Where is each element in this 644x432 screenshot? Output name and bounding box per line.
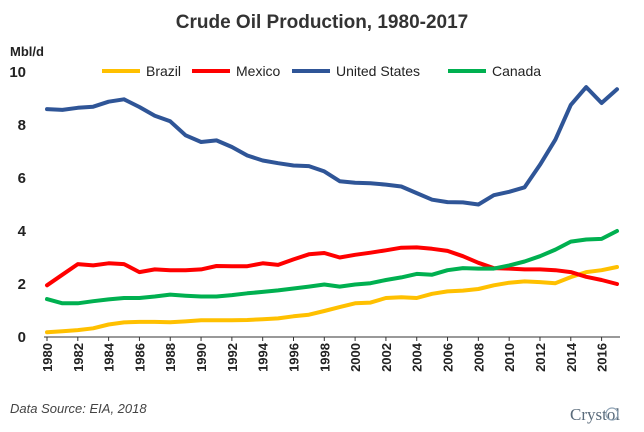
y-tick-label: 4 [18,223,27,240]
chart-title: Crude Oil Production, 1980-2017 [176,12,468,33]
x-tick-label: 2008 [471,343,486,372]
logo-ring-icon [605,407,619,421]
x-tick-label: 1982 [71,343,86,372]
x-tick-label: 2006 [441,343,456,372]
x-tick-label: 2014 [564,342,579,372]
x-tick-label: 2004 [410,342,425,372]
x-tick-label: 2010 [502,343,517,372]
x-tick-label: 1980 [40,343,55,372]
series-line-united-states [45,85,619,207]
x-tick-label: 2012 [533,343,548,372]
legend-label-canada: Canada [492,63,541,79]
x-tick-label: 1988 [163,343,178,372]
series-line-canada [45,229,619,306]
y-axis-tick-labels: 0 2 4 6 8 10 [9,64,26,346]
series-lines [45,85,619,335]
x-tick-label: 2000 [348,343,363,372]
x-tick-label: 1986 [132,343,147,372]
x-tick-label: 2016 [595,343,610,372]
y-tick-label: 0 [18,329,26,346]
y-tick-label: 2 [18,276,26,293]
legend-label-brazil: Brazil [146,63,181,79]
x-tick-label: 1994 [256,342,271,372]
y-tick-label: 8 [18,117,26,134]
series-line-brazil [45,265,619,335]
x-tick-label: 1998 [317,343,332,372]
crystol-logo: Crystol [570,405,620,424]
x-tick-label: 2002 [379,343,394,372]
legend-label-united-states: United States [336,63,420,79]
y-tick-label: 6 [18,170,26,187]
y-tick-label: 10 [9,64,26,81]
x-tick-label: 1992 [225,343,240,372]
legend: Brazil Mexico United States Canada [102,63,541,79]
y-axis-unit-label: Mbl/d [10,44,44,59]
x-tick-label: 1996 [286,343,301,372]
x-axis-tick-labels: 1980 1982 1984 1986 1988 1990 1992 1994 1996 1998… [40,337,610,372]
series-line-mexico [45,245,619,288]
legend-label-mexico: Mexico [236,63,281,79]
data-source-note: Data Source: EIA, 2018 [10,401,147,416]
x-tick-label: 1984 [102,342,117,372]
x-tick-label: 1990 [194,343,209,372]
